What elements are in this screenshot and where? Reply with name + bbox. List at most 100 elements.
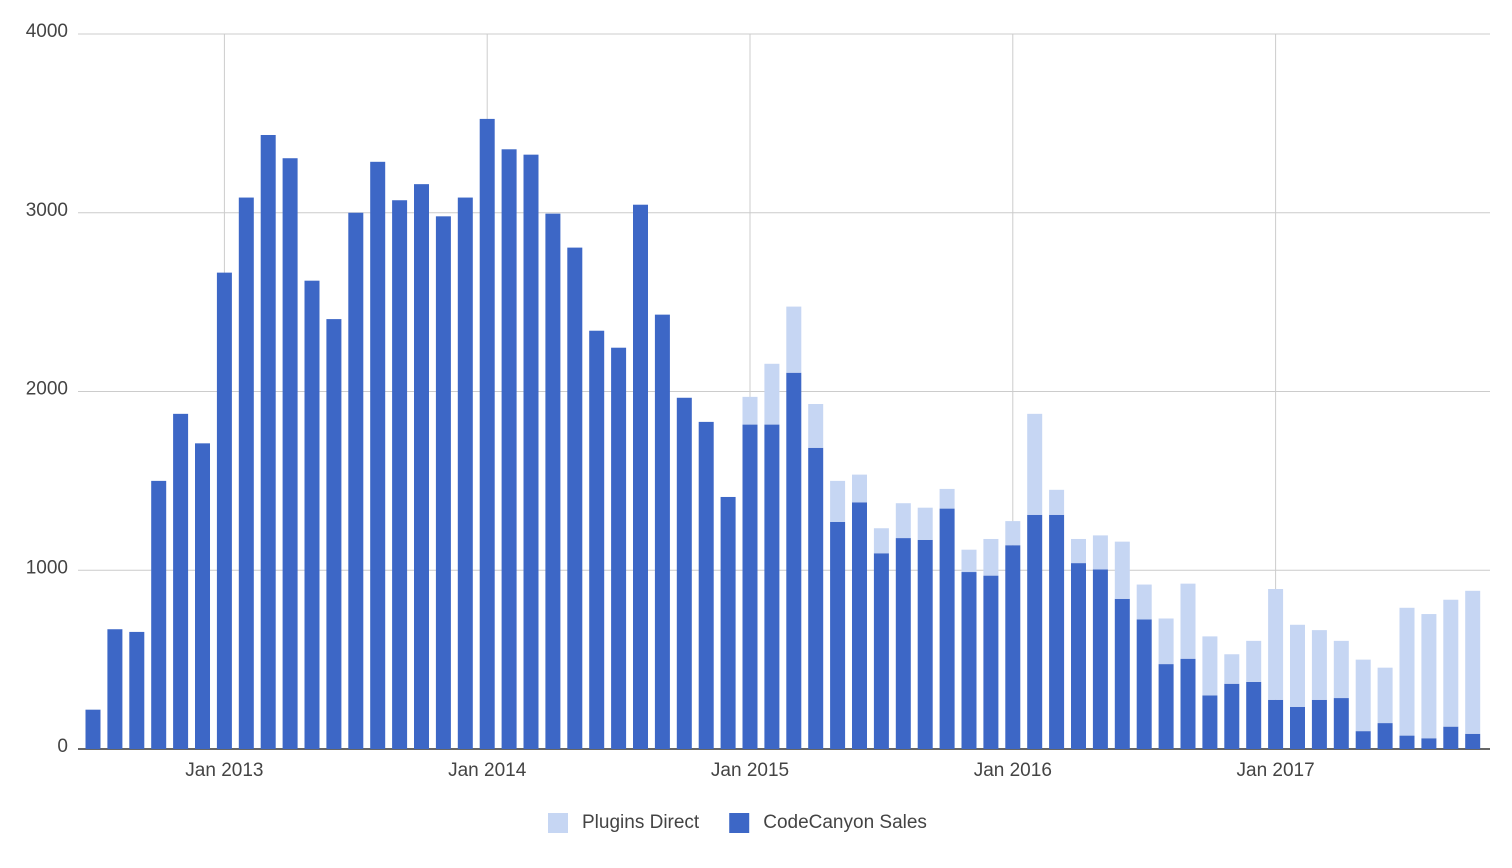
bar-segment: [1049, 514, 1065, 749]
bar-segment: [304, 280, 320, 749]
x-tick-label: Jan 2013: [185, 760, 263, 781]
bar-segment: [435, 216, 451, 749]
bar-segment: [1202, 695, 1218, 749]
bar-segment: [1092, 569, 1108, 749]
bar-segment: [961, 572, 977, 749]
bar-segment: [1027, 413, 1043, 515]
bar-segment: [326, 319, 342, 749]
bar-segment: [85, 709, 101, 749]
bar-segment: [1443, 599, 1459, 727]
bar-segment: [786, 306, 802, 373]
bar-segment: [1268, 589, 1284, 700]
bar-segment: [1246, 640, 1262, 682]
bar-segment: [260, 134, 276, 749]
bar-segment: [1005, 521, 1021, 546]
bar-segment: [1421, 738, 1437, 749]
y-tick-label: 1000: [26, 557, 68, 578]
bar-segment: [1136, 584, 1152, 620]
bar-segment: [1224, 683, 1240, 749]
x-tick-label: Jan 2015: [711, 760, 789, 781]
y-tick-label: 0: [57, 736, 68, 757]
bar-segment: [873, 528, 889, 554]
bar-segment: [895, 538, 911, 749]
bar-segment: [151, 480, 167, 749]
bar-segment: [698, 421, 714, 749]
bar-segment: [1333, 640, 1349, 699]
bar-segment: [1377, 667, 1393, 724]
bar-segment: [1355, 659, 1371, 732]
y-tick-label: 4000: [26, 21, 68, 42]
legend-label: Plugins Direct: [582, 812, 700, 833]
bar-segment: [238, 197, 254, 749]
bar-segment: [983, 538, 999, 576]
x-tick-label: Jan 2014: [448, 760, 527, 781]
bar-segment: [129, 631, 145, 749]
bar-segment: [1399, 607, 1415, 736]
bar-segment: [764, 424, 780, 749]
bar-segment: [414, 184, 429, 749]
bar-segment: [1333, 698, 1349, 749]
bar-segment: [1443, 726, 1459, 749]
x-tick-label: Jan 2017: [1237, 760, 1315, 781]
bar-segment: [720, 496, 736, 749]
bar-segment: [1246, 681, 1262, 749]
bar-segment: [1377, 723, 1393, 749]
bar-segment: [1114, 598, 1130, 749]
bar-segment: [917, 539, 933, 749]
bar-segment: [830, 480, 846, 522]
bar-segment: [348, 212, 364, 749]
bar-segment: [852, 502, 867, 749]
legend-label: CodeCanyon Sales: [763, 812, 927, 833]
bar-segment: [939, 508, 955, 749]
bar-segment: [1027, 514, 1043, 749]
x-tick-label: Jan 2016: [974, 760, 1052, 781]
bar-segment: [808, 447, 824, 749]
bar-segment: [545, 213, 561, 750]
bar-segment: [1158, 664, 1174, 749]
bar-segment: [567, 247, 583, 749]
bar-segment: [1421, 614, 1437, 739]
bar-segment: [633, 204, 648, 750]
bar-segment: [1114, 541, 1130, 599]
bar-segment: [742, 424, 758, 749]
bar-segment: [216, 272, 232, 749]
bar-segment: [873, 553, 889, 749]
bar-segment: [1005, 545, 1021, 749]
bar-segment: [611, 347, 627, 749]
bar-segment: [764, 363, 780, 425]
bar-segment: [961, 549, 977, 573]
bar-segment: [589, 330, 605, 749]
bar-segment: [1049, 489, 1065, 515]
bar-segment: [1311, 699, 1327, 749]
bar-segment: [1180, 583, 1196, 659]
bar-segment: [676, 397, 692, 749]
legend-swatch: [729, 813, 750, 833]
bar-segment: [1311, 630, 1327, 700]
bar-segment: [479, 118, 495, 749]
bar-segment: [173, 413, 189, 749]
bar-segment: [939, 488, 955, 509]
bar-segment: [370, 161, 386, 749]
bar-segment: [742, 396, 758, 425]
bar-segment: [852, 474, 867, 503]
bar-segment: [1136, 619, 1152, 749]
bar-segment: [786, 372, 802, 749]
bar-segment: [523, 154, 539, 749]
bar-segment: [1268, 699, 1284, 749]
y-tick-label: 3000: [26, 200, 68, 221]
bar-segment: [983, 575, 999, 749]
bar-segment: [1290, 624, 1305, 707]
bar-segment: [1180, 658, 1196, 749]
bar-segment: [1071, 538, 1086, 564]
legend-swatch: [548, 813, 568, 833]
bar-segment: [1092, 535, 1108, 570]
bar-segment: [501, 149, 517, 749]
bar-segment: [1158, 618, 1174, 665]
bar-segment: [1071, 563, 1086, 749]
bar-segment: [1224, 654, 1240, 684]
bar-segment: [1202, 636, 1218, 696]
bar-segment: [392, 200, 408, 750]
bar-segment: [808, 404, 824, 448]
bar-segment: [1399, 735, 1415, 749]
